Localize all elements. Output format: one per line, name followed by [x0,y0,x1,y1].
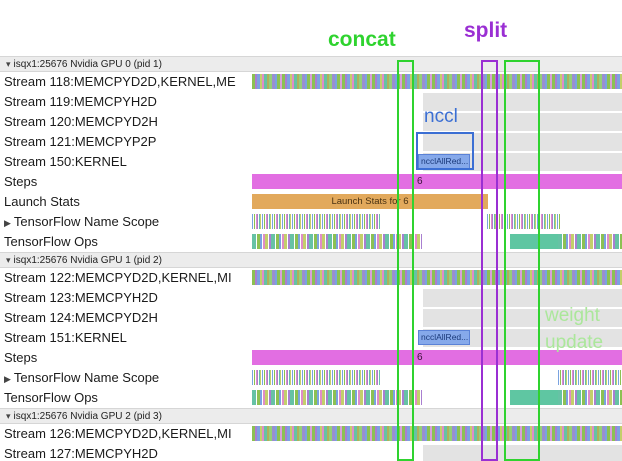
steps-bar[interactable]: 6 [252,174,622,189]
track-shaded-region [423,309,622,327]
weight-update-annotation-label: weight update [545,302,603,356]
trace-row-stream-122: Stream 122:MEMCPYD2D,KERNEL,MI [0,268,622,288]
kernel-events-bar[interactable] [252,426,622,441]
chevron-down-icon[interactable]: ▾ [6,411,11,421]
chevron-down-icon[interactable]: ▾ [6,255,11,265]
trace-row-stream-127: Stream 127:MEMCPYH2D [0,444,622,461]
row-track: 6 [252,348,622,368]
row-label: Stream 150:KERNEL [0,152,252,172]
split-annotation-label: split [464,19,508,42]
row-label: Stream 121:MEMCPYP2P [0,132,252,152]
ops-events-bar[interactable] [252,390,422,405]
weight-update-annotation-rect [504,60,540,461]
concat-annotation-rect [397,60,414,461]
section-title: isqx1:25676 Nvidia GPU 1 (pid 2) [13,255,162,266]
nccl-allreduce-bar[interactable]: ncclAllRed... [418,330,470,345]
chevron-down-icon[interactable]: ▾ [6,59,11,69]
trace-row-stream-120: Stream 120:MEMCPYD2H [0,112,622,132]
name-scope-events-bar[interactable] [558,370,622,385]
row-track [252,232,622,252]
steps-bar[interactable]: 6 [252,350,622,365]
trace-row-steps: Steps 6 [0,348,622,368]
trace-row-tf-name-scope: ▶ TensorFlow Name Scope [0,368,622,388]
row-track [252,268,622,288]
launch-stats-bar[interactable]: Launch Stats for 6 [252,194,488,209]
row-label-text: TensorFlow Name Scope [13,214,160,229]
ops-events-bar[interactable] [510,234,558,249]
row-label: Stream 119:MEMCPYH2D [0,92,252,112]
row-label: Stream 151:KERNEL [0,328,252,348]
track-shaded-region [423,289,622,307]
kernel-events-bar[interactable] [252,74,622,89]
step-number: 6 [417,176,423,187]
row-label: Launch Stats [0,192,252,212]
row-track [252,444,622,461]
ops-events-bar[interactable] [558,390,622,405]
track-shaded-region [423,93,622,111]
row-track [252,308,622,328]
weight-update-line2: update [545,332,604,353]
row-track: Launch Stats for 6 [252,192,622,212]
row-track [252,424,622,444]
split-annotation-rect [481,60,498,461]
section-header-gpu1[interactable]: ▾ isqx1:25676 Nvidia GPU 1 (pid 2) [0,252,622,268]
row-label: Stream 118:MEMCPYD2D,KERNEL,ME [0,72,252,92]
trace-row-tf-name-scope: ▶ TensorFlow Name Scope [0,212,622,232]
ops-events-bar[interactable] [558,234,622,249]
chevron-right-icon[interactable]: ▶ [4,218,11,228]
row-label: Stream 123:MEMCPYH2D [0,288,252,308]
row-label-text: TensorFlow Name Scope [13,370,160,385]
row-track: 6 [252,172,622,192]
trace-row-launch-stats: Launch Stats Launch Stats for 6 [0,192,622,212]
row-track [252,72,622,92]
row-label: TensorFlow Ops [0,232,252,252]
row-label: TensorFlow Ops [0,388,252,408]
name-scope-events-bar[interactable] [252,370,380,385]
row-track: ncclAllRed... [252,328,622,348]
section-title: isqx1:25676 Nvidia GPU 0 (pid 1) [13,59,162,70]
section-header-gpu2[interactable]: ▾ isqx1:25676 Nvidia GPU 2 (pid 3) [0,408,622,424]
trace-row-tf-ops: TensorFlow Ops [0,388,622,408]
row-label: Stream 122:MEMCPYD2D,KERNEL,MI [0,268,252,288]
row-track [252,368,622,388]
track-shaded-region [423,113,622,131]
nccl-annotation-rect [416,132,474,170]
chevron-right-icon[interactable]: ▶ [4,374,11,384]
launch-stats-label: Launch Stats for 6 [331,196,409,207]
row-track [252,388,622,408]
row-track [252,92,622,112]
trace-row-stream-151: Stream 151:KERNEL ncclAllRed... [0,328,622,348]
name-scope-events-bar[interactable] [252,214,380,229]
nccl-annotation-label: nccl [424,106,458,127]
row-label: Stream 127:MEMCPYH2D [0,444,252,461]
row-label: Stream 124:MEMCPYD2H [0,308,252,328]
trace-row-tf-ops: TensorFlow Ops [0,232,622,252]
section-title: isqx1:25676 Nvidia GPU 2 (pid 3) [13,411,162,422]
row-label: Steps [0,348,252,368]
trace-row-steps: Steps 6 [0,172,622,192]
row-label[interactable]: ▶ TensorFlow Name Scope [0,212,252,232]
trace-row-stream-124: Stream 124:MEMCPYD2H [0,308,622,328]
weight-update-line1: weight [545,305,600,326]
row-label[interactable]: ▶ TensorFlow Name Scope [0,368,252,388]
track-shaded-region [423,445,622,461]
row-label: Steps [0,172,252,192]
section-header-gpu0[interactable]: ▾ isqx1:25676 Nvidia GPU 0 (pid 1) [0,56,622,72]
trace-row-stream-118: Stream 118:MEMCPYD2D,KERNEL,ME [0,72,622,92]
row-label: Stream 126:MEMCPYD2D,KERNEL,MI [0,424,252,444]
row-track [252,288,622,308]
trace-row-stream-126: Stream 126:MEMCPYD2D,KERNEL,MI [0,424,622,444]
ops-events-bar[interactable] [510,390,558,405]
trace-row-stream-119: Stream 119:MEMCPYH2D [0,92,622,112]
row-label: Stream 120:MEMCPYD2H [0,112,252,132]
row-track [252,212,622,232]
track-shaded-region [423,329,622,347]
step-number: 6 [417,352,423,363]
kernel-events-bar[interactable] [252,270,622,285]
row-track [252,112,622,132]
ops-events-bar[interactable] [252,234,422,249]
concat-annotation-label: concat [328,28,396,51]
trace-row-stream-123: Stream 123:MEMCPYH2D [0,288,622,308]
